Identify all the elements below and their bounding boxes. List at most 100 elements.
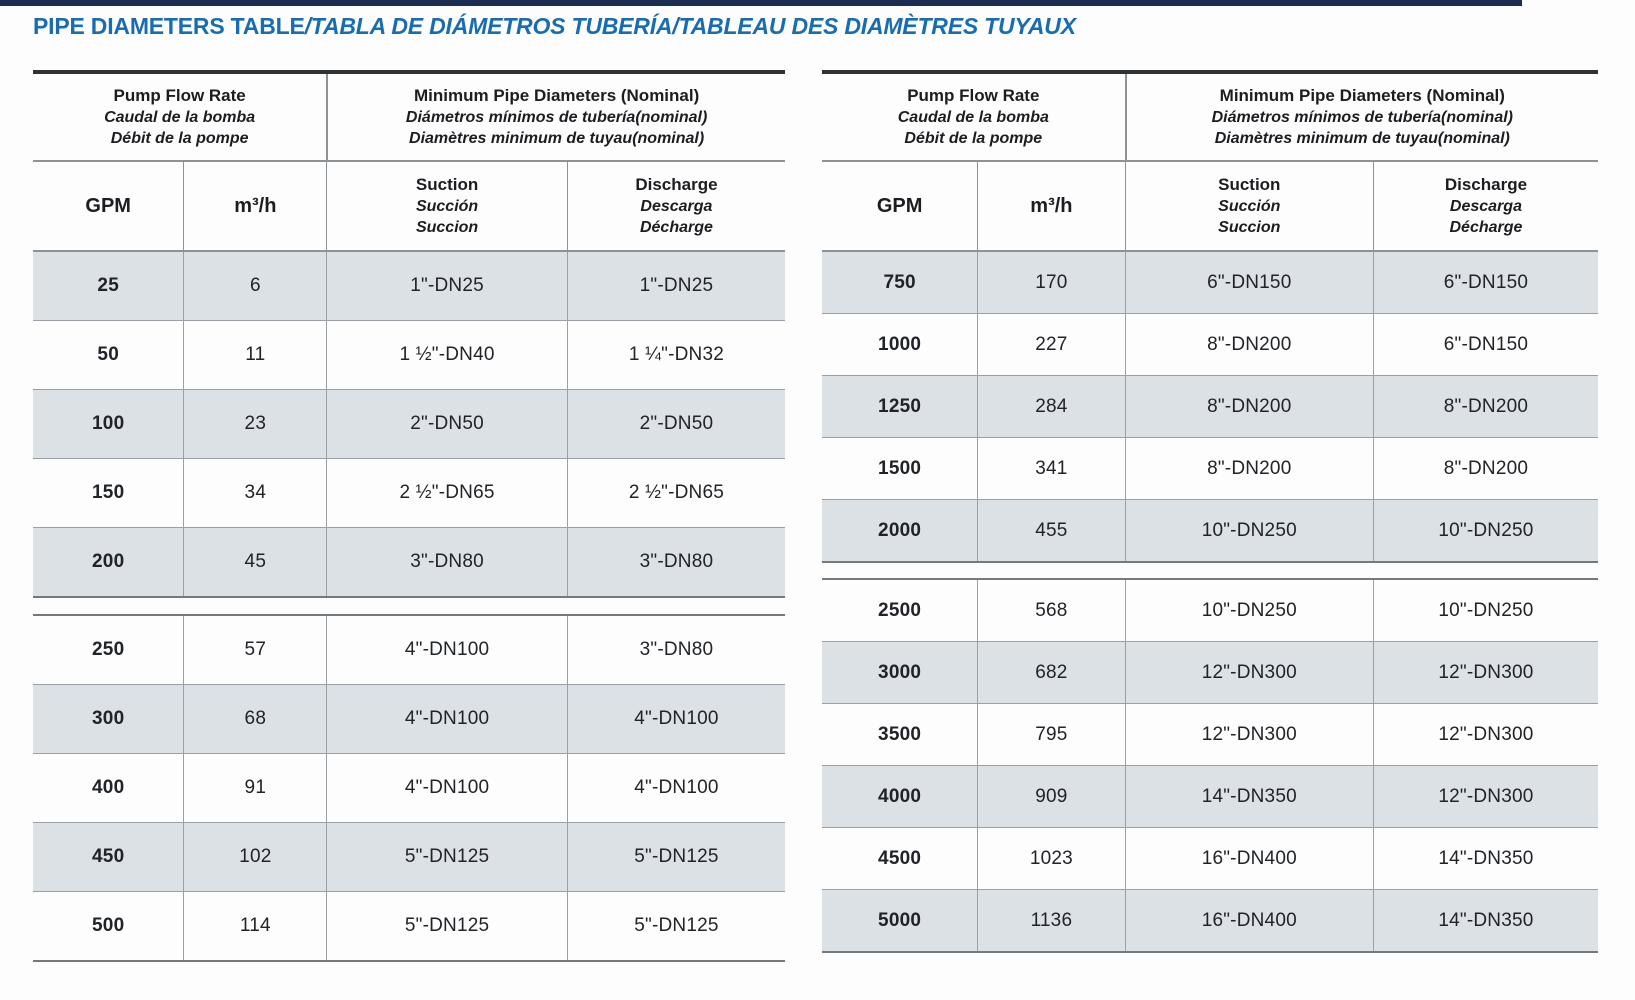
table-row: 1000 227 8"-DN200 6"-DN150	[822, 313, 1598, 375]
discharge-cell: 2 ½"-DN65	[566, 459, 785, 527]
gpm-cell: 5000	[878, 909, 922, 931]
table-section: 750 170 6"-DN150 6"-DN150 1000 227 8"-DN200 6"-…	[822, 252, 1598, 563]
min-pipe-diameters-label-en: Minimum Pipe Diameters (Nominal)	[1219, 85, 1505, 105]
discharge-column-header: Discharge Descarga Décharge	[566, 162, 785, 250]
gpm-cell: 1500	[878, 457, 922, 479]
suction-cell: 6"-DN150	[1124, 252, 1373, 313]
suction-cell: 4"-DN100	[326, 754, 567, 822]
table-row: 4500 1023 16"-DN400 14"-DN350	[822, 827, 1598, 889]
m3h-cell: 1136	[977, 890, 1124, 951]
m3h-cell: 284	[977, 376, 1124, 437]
table-row: 150 34 2 ½"-DN65 2 ½"-DN65	[33, 458, 785, 527]
m3h-cell: 6	[183, 252, 326, 320]
suction-cell: 3"-DN80	[326, 528, 567, 596]
discharge-cell: 12"-DN300	[1372, 642, 1598, 703]
suction-cell: 4"-DN100	[326, 616, 567, 684]
suction-cell: 16"-DN400	[1124, 828, 1373, 889]
table-row: 1500 341 8"-DN200 8"-DN200	[822, 437, 1598, 499]
m3h-cell: 11	[183, 321, 326, 389]
gpm-cell: 1250	[878, 395, 922, 417]
discharge-cell: 14"-DN350	[1372, 890, 1598, 951]
table-row: 3500 795 12"-DN300 12"-DN300	[822, 703, 1598, 765]
m3h-cell: 455	[977, 500, 1124, 561]
table-row: 4000 909 14"-DN350 12"-DN300	[822, 765, 1598, 827]
discharge-cell: 3"-DN80	[566, 528, 785, 596]
discharge-cell: 2"-DN50	[566, 390, 785, 458]
min-pipe-diameters-label-en: Minimum Pipe Diameters (Nominal)	[413, 85, 700, 105]
suction-label-fr: Succion	[415, 219, 479, 237]
pump-flow-rate-label-en: Pump Flow Rate	[113, 85, 246, 105]
discharge-cell: 12"-DN300	[1372, 704, 1598, 765]
discharge-cell: 4"-DN100	[566, 685, 785, 753]
suction-cell: 16"-DN400	[1124, 890, 1373, 951]
m3h-cell: 23	[183, 390, 326, 458]
discharge-cell: 1"-DN25	[566, 252, 785, 320]
discharge-cell: 1 ¼"-DN32	[566, 321, 785, 389]
table-row: 2000 455 10"-DN250 10"-DN250	[822, 499, 1598, 561]
suction-column-header: Suction Succión Succion	[326, 162, 567, 250]
suction-cell: 8"-DN200	[1124, 376, 1373, 437]
discharge-cell: 4"-DN100	[566, 754, 785, 822]
table-row: 250 57 4"-DN100 3"-DN80	[33, 616, 785, 684]
table-row: 100 23 2"-DN50 2"-DN50	[33, 389, 785, 458]
gpm-cell: 100	[92, 413, 125, 434]
m3h-cell: 341	[977, 438, 1124, 499]
m3h-cell: 91	[183, 754, 326, 822]
pump-flow-rate-header: Pump Flow Rate Caudal de la bomba Débit de…	[822, 74, 1125, 160]
discharge-column-header: Discharge Descarga Décharge	[1372, 162, 1598, 250]
discharge-cell: 10"-DN250	[1372, 580, 1598, 641]
table-row: 3000 682 12"-DN300 12"-DN300	[822, 641, 1598, 703]
pump-flow-rate-label-fr: Débit de la pompe	[904, 130, 1043, 148]
gpm-cell: 500	[92, 915, 125, 936]
gpm-cell: 3500	[878, 723, 922, 745]
gpm-cell: 300	[92, 708, 125, 729]
suction-cell: 12"-DN300	[1124, 642, 1373, 703]
discharge-cell: 5"-DN125	[566, 892, 785, 960]
m3h-cell: 68	[183, 685, 326, 753]
table-row: 50 11 1 ½"-DN40 1 ¼"-DN32	[33, 320, 785, 389]
m3h-cell: 170	[977, 252, 1124, 313]
table-row: 25 6 1"-DN25 1"-DN25	[33, 252, 785, 320]
suction-cell: 1 ½"-DN40	[326, 321, 567, 389]
gpm-column-header: GPM	[33, 162, 183, 250]
gpm-cell: 4000	[878, 785, 922, 807]
discharge-label-fr: Décharge	[1449, 219, 1523, 237]
table-subheader-row: GPM m³/h Suction Succión Succion Discharge Des…	[822, 162, 1598, 252]
discharge-label-en: Discharge	[1444, 174, 1528, 194]
gpm-cell: 3000	[878, 661, 922, 683]
m3h-cell: 57	[183, 616, 326, 684]
top-edge-bar	[0, 0, 1522, 6]
page-title: PIPE DIAMETERS TABLE/TABLA DE DIÁMETROS …	[33, 13, 1076, 40]
table-section: 250 57 4"-DN100 3"-DN80 300 68 4"-DN100 4"-DN10…	[33, 614, 785, 962]
discharge-cell: 5"-DN125	[566, 823, 785, 891]
discharge-cell: 6"-DN150	[1372, 252, 1598, 313]
suction-column-header: Suction Succión Succion	[1124, 162, 1373, 250]
pump-flow-rate-label-es: Caudal de la bomba	[104, 109, 256, 127]
gpm-cell: 4500	[878, 847, 922, 869]
table-row: 2500 568 10"-DN250 10"-DN250	[822, 580, 1598, 641]
discharge-label-es: Descarga	[1449, 198, 1522, 216]
discharge-label-en: Discharge	[635, 174, 718, 194]
m3h-cell: 568	[977, 580, 1124, 641]
min-pipe-diameters-label-es: Diámetros mínimos de tubería(nominal)	[405, 109, 708, 127]
pipe-table-left: Pump Flow Rate Caudal de la bomba Débit de…	[33, 70, 785, 962]
discharge-cell: 12"-DN300	[1372, 766, 1598, 827]
gpm-label: GPM	[85, 194, 131, 217]
suction-cell: 1"-DN25	[326, 252, 567, 320]
gpm-cell: 50	[97, 344, 119, 365]
m3h-column-header: m³/h	[183, 162, 326, 250]
pump-flow-rate-label-fr: Débit de la pompe	[110, 130, 249, 148]
suction-cell: 14"-DN350	[1124, 766, 1373, 827]
table-section: 25 6 1"-DN25 1"-DN25 50 11 1 ½"-DN40 1 ¼"-DN32 1…	[33, 252, 785, 598]
m3h-cell: 682	[977, 642, 1124, 703]
m3h-cell: 227	[977, 314, 1124, 375]
discharge-label-es: Descarga	[640, 198, 713, 216]
table-section: 2500 568 10"-DN250 10"-DN250 3000 682 12"-DN30…	[822, 578, 1598, 953]
gpm-cell: 450	[92, 846, 125, 867]
m3h-label: m³/h	[1030, 194, 1073, 217]
suction-cell: 12"-DN300	[1124, 704, 1373, 765]
min-pipe-diameters-label-es: Diámetros mínimos de tubería(nominal)	[1211, 109, 1513, 127]
suction-label-en: Suction	[415, 174, 479, 194]
suction-cell: 8"-DN200	[1124, 438, 1373, 499]
